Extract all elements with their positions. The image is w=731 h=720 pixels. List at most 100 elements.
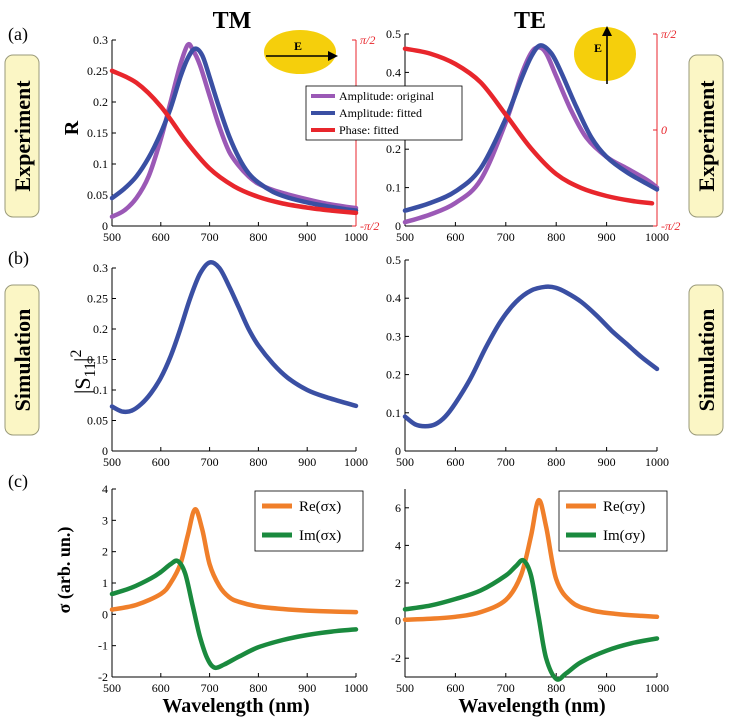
inset-tm-field: E xyxy=(264,30,338,74)
x-tick-label: 1000 xyxy=(645,681,669,695)
y-tick-label: 0 xyxy=(102,219,108,233)
y-tick-label: 0.2 xyxy=(386,368,401,382)
y-tick-label: 4 xyxy=(102,482,108,496)
x-tick-label: 1000 xyxy=(645,455,669,469)
plot-c-tm: 500 600 700 800 900 1000 -2 -1 0 1 2 3 4 xyxy=(98,482,368,695)
y-tick-label: 3 xyxy=(102,513,108,527)
y-tick-label: 0.4 xyxy=(386,291,401,305)
x-tick-label: 1000 xyxy=(344,230,368,244)
y-tick-label: 0.2 xyxy=(386,142,401,156)
x-tick-label: 900 xyxy=(598,230,616,244)
y-tick-label: 0.2 xyxy=(93,95,108,109)
xlabel-right: Wavelength (nm) xyxy=(458,695,605,717)
side-label-simulation-right: Simulation xyxy=(688,284,724,436)
ylabel-b: |S11|2 xyxy=(68,350,99,394)
y-tick-label: 0.1 xyxy=(386,181,401,195)
right-tick-label: π/2 xyxy=(661,27,676,41)
x-tick-label: 1000 xyxy=(344,681,368,695)
y-tick-label: 0.25 xyxy=(87,292,108,306)
y-tick-label: 0.4 xyxy=(386,65,401,79)
legend-a: Amplitude: original Amplitude: fitted Ph… xyxy=(305,85,463,141)
y-tick-label: 0.3 xyxy=(93,261,108,275)
legend-c-tm: Re(σx) Im(σx) xyxy=(254,490,364,552)
svg-text:Simulation: Simulation xyxy=(10,309,35,412)
series-line-phase-fitted xyxy=(109,68,359,216)
y-tick-label: 0.1 xyxy=(386,406,401,420)
y-tick-label: 0.15 xyxy=(87,353,108,367)
svg-text:Simulation: Simulation xyxy=(694,309,719,412)
y-tick-label: 0.05 xyxy=(87,188,108,202)
y-tick-label: 0 xyxy=(102,444,108,458)
series-line-amplitude-fitted xyxy=(402,43,660,213)
x-tick-label: 900 xyxy=(598,455,616,469)
y-tick-label: 0.5 xyxy=(386,253,401,267)
x-tick-label: 900 xyxy=(298,681,316,695)
plot-b-te: 500 600 700 800 900 1000 0 0.1 0.2 0.3 0.4 0.5 xyxy=(386,253,669,469)
ylabel-a: R xyxy=(61,120,83,135)
x-tick-label: 500 xyxy=(103,230,121,244)
series-line-s11-2 xyxy=(402,284,660,429)
legend-c-tm-im: Im(σx) xyxy=(299,528,341,544)
x-tick-label: 700 xyxy=(497,681,515,695)
x-tick-label: 900 xyxy=(298,455,316,469)
y-tick-label: 0 xyxy=(102,607,108,621)
plot-c-te: 500 600 700 800 900 1000 -2 0 2 4 6 xyxy=(391,489,669,695)
panel-label-a: (a) xyxy=(8,24,28,45)
x-tick-label: 600 xyxy=(446,230,464,244)
series-line-amplitude-fitted xyxy=(109,46,359,213)
y-tick-label: -2 xyxy=(391,651,401,665)
y-tick-label: 0.25 xyxy=(87,64,108,78)
y-tick-label: -2 xyxy=(98,670,108,684)
legend-a-entry-original: Amplitude: original xyxy=(339,89,435,103)
y-tick-label: 0.05 xyxy=(87,414,108,428)
y-tick-label: -1 xyxy=(98,639,108,653)
inset-te-label: E xyxy=(594,41,602,55)
series-line-re-y xyxy=(402,498,660,622)
plot-a-tm: 500 600 700 800 900 1000 0 0.05 0.1 0.15 0.2 0.25 0.… xyxy=(87,33,379,244)
y-tick-label: 0.3 xyxy=(93,33,108,47)
legend-c-te: Re(σy) Im(σy) xyxy=(558,490,668,552)
series-line-im-x xyxy=(109,558,359,671)
xlabel-left: Wavelength (nm) xyxy=(162,695,309,717)
right-tick-label: -π/2 xyxy=(661,219,680,233)
y-tick-label: 6 xyxy=(395,501,401,515)
y-tick-label: 2 xyxy=(395,576,401,590)
x-tick-label: 800 xyxy=(249,681,267,695)
legend-c-te-im: Im(σy) xyxy=(603,528,645,544)
side-label-experiment-left: Experiment xyxy=(4,54,40,218)
side-label-experiment-right: Experiment xyxy=(688,54,724,218)
x-tick-label: 700 xyxy=(201,681,219,695)
x-tick-label: 500 xyxy=(103,455,121,469)
y-tick-label: 0.15 xyxy=(87,126,108,140)
y-tick-label: 1 xyxy=(102,576,108,590)
legend-c-tm-re: Re(σx) xyxy=(299,499,341,515)
right-tick-label: π/2 xyxy=(360,33,375,47)
legend-a-entry-fitted: Amplitude: fitted xyxy=(339,106,422,120)
legend-a-entry-phase: Phase: fitted xyxy=(339,123,399,137)
x-tick-label: 800 xyxy=(547,230,565,244)
y-tick-label: 0.1 xyxy=(93,383,108,397)
x-tick-label: 500 xyxy=(396,230,414,244)
y-tick-label: 4 xyxy=(395,538,401,552)
y-tick-label: 0.5 xyxy=(386,27,401,41)
x-tick-label: 700 xyxy=(497,230,515,244)
x-tick-label: 600 xyxy=(446,681,464,695)
y-tick-label: 0 xyxy=(395,444,401,458)
right-tick-label: 0 xyxy=(661,123,667,137)
x-tick-label: 600 xyxy=(152,230,170,244)
x-tick-label: 500 xyxy=(396,681,414,695)
y-tick-label: 0 xyxy=(395,614,401,628)
ylabel-c: σ (arb. un.) xyxy=(54,527,75,614)
x-tick-label: 500 xyxy=(103,681,121,695)
right-tick-label: -π/2 xyxy=(360,219,379,233)
x-tick-label: 900 xyxy=(298,230,316,244)
x-tick-label: 600 xyxy=(152,455,170,469)
x-tick-label: 900 xyxy=(598,681,616,695)
x-tick-label: 800 xyxy=(547,681,565,695)
y-tick-label: 2 xyxy=(102,545,108,559)
panel-label-b: (b) xyxy=(8,248,29,269)
col-title-tm: TM xyxy=(213,8,252,34)
panel-label-c: (c) xyxy=(8,471,28,492)
legend-c-te-re: Re(σy) xyxy=(603,499,645,515)
